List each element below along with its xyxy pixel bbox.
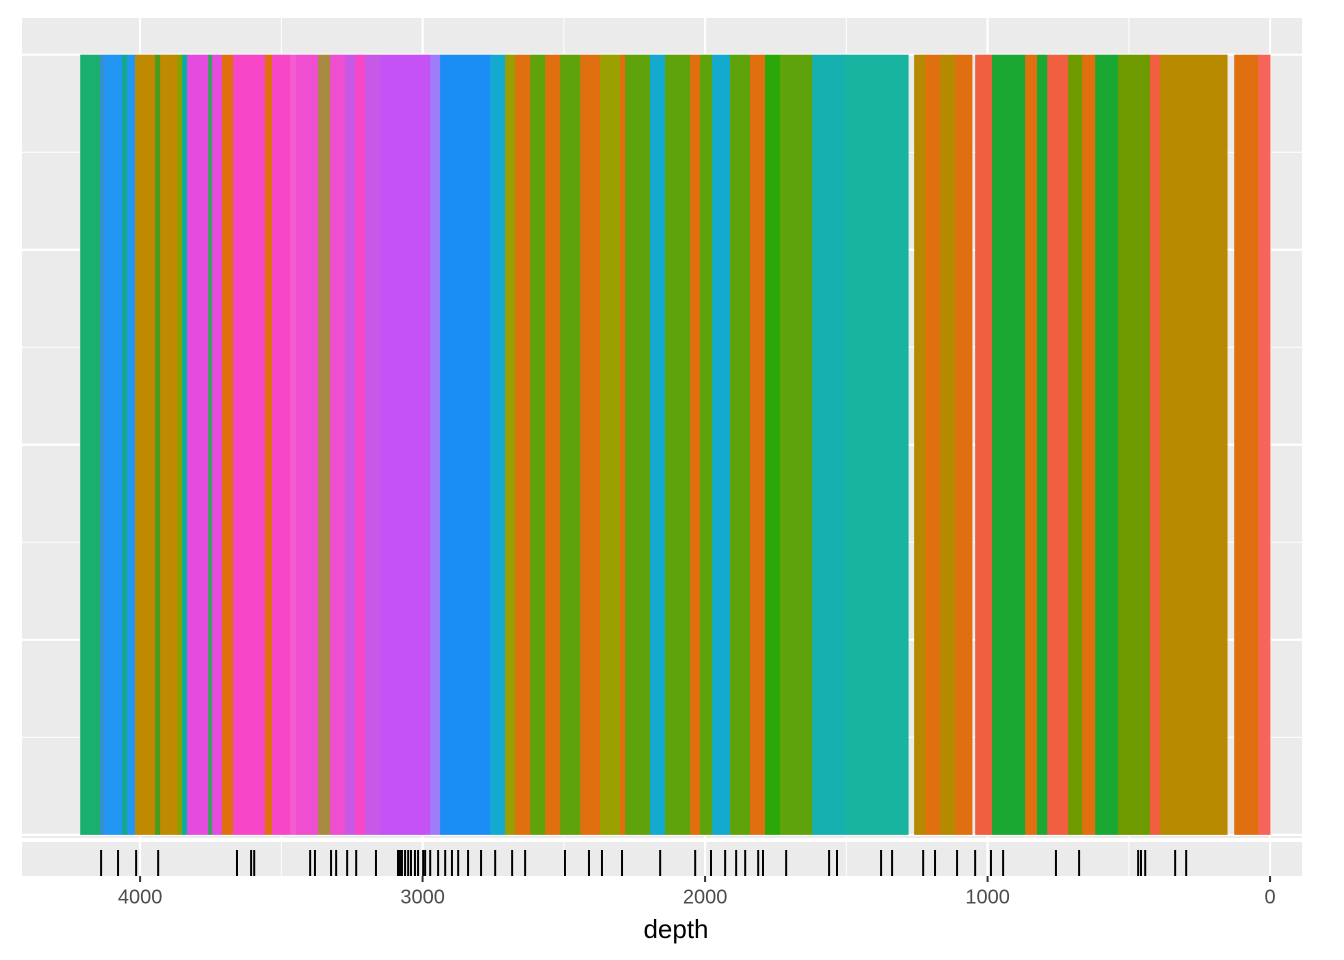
band — [914, 54, 926, 835]
band — [290, 54, 297, 835]
band — [812, 54, 846, 835]
band — [699, 54, 713, 835]
band — [364, 54, 381, 835]
band — [222, 54, 234, 835]
band — [514, 54, 531, 835]
band — [1234, 54, 1259, 835]
x-axis-title: depth — [643, 914, 708, 944]
band — [430, 54, 441, 835]
band — [80, 54, 101, 835]
band — [1160, 54, 1228, 835]
band — [530, 54, 546, 835]
band — [1095, 54, 1119, 835]
band — [992, 54, 1026, 835]
band — [940, 54, 956, 835]
x-tick-label: 1000 — [965, 886, 1010, 908]
x-tick-label: 0 — [1265, 886, 1276, 908]
band — [355, 54, 366, 835]
band — [599, 54, 621, 835]
band — [505, 54, 516, 835]
band — [186, 54, 209, 835]
band — [1037, 54, 1048, 835]
band — [330, 54, 346, 835]
band — [99, 54, 105, 835]
band — [649, 54, 666, 835]
band — [729, 54, 751, 835]
band — [845, 54, 909, 835]
band — [925, 54, 941, 835]
band — [764, 54, 781, 835]
band — [177, 54, 183, 835]
band — [560, 54, 581, 835]
band — [1118, 54, 1151, 835]
band — [975, 54, 993, 835]
band — [1068, 54, 1083, 835]
band — [264, 54, 273, 835]
band — [127, 54, 136, 835]
band — [1150, 54, 1161, 835]
band — [690, 54, 701, 835]
band — [712, 54, 731, 835]
band — [440, 54, 491, 835]
band — [1047, 54, 1069, 835]
band — [212, 54, 223, 835]
band — [272, 54, 291, 835]
band — [545, 54, 561, 835]
band — [380, 54, 431, 835]
band — [955, 54, 973, 835]
band — [296, 54, 319, 835]
band — [208, 54, 213, 835]
band — [160, 54, 178, 835]
rug-panel — [22, 842, 1302, 876]
band — [490, 54, 506, 835]
x-tick-label: 4000 — [118, 886, 163, 908]
band — [620, 54, 626, 835]
band — [580, 54, 601, 835]
band — [1025, 54, 1038, 835]
x-tick-label: 3000 — [400, 886, 445, 908]
band — [318, 54, 331, 835]
band — [625, 54, 651, 835]
band — [345, 54, 356, 835]
band — [779, 54, 813, 835]
band — [664, 54, 691, 835]
band — [1082, 54, 1096, 835]
band — [122, 54, 128, 835]
band — [233, 54, 266, 835]
band — [749, 54, 766, 835]
band — [134, 54, 156, 835]
band — [182, 54, 188, 835]
band — [155, 54, 161, 835]
x-tick-label: 2000 — [683, 886, 728, 908]
band — [1258, 54, 1271, 835]
band — [104, 54, 123, 835]
